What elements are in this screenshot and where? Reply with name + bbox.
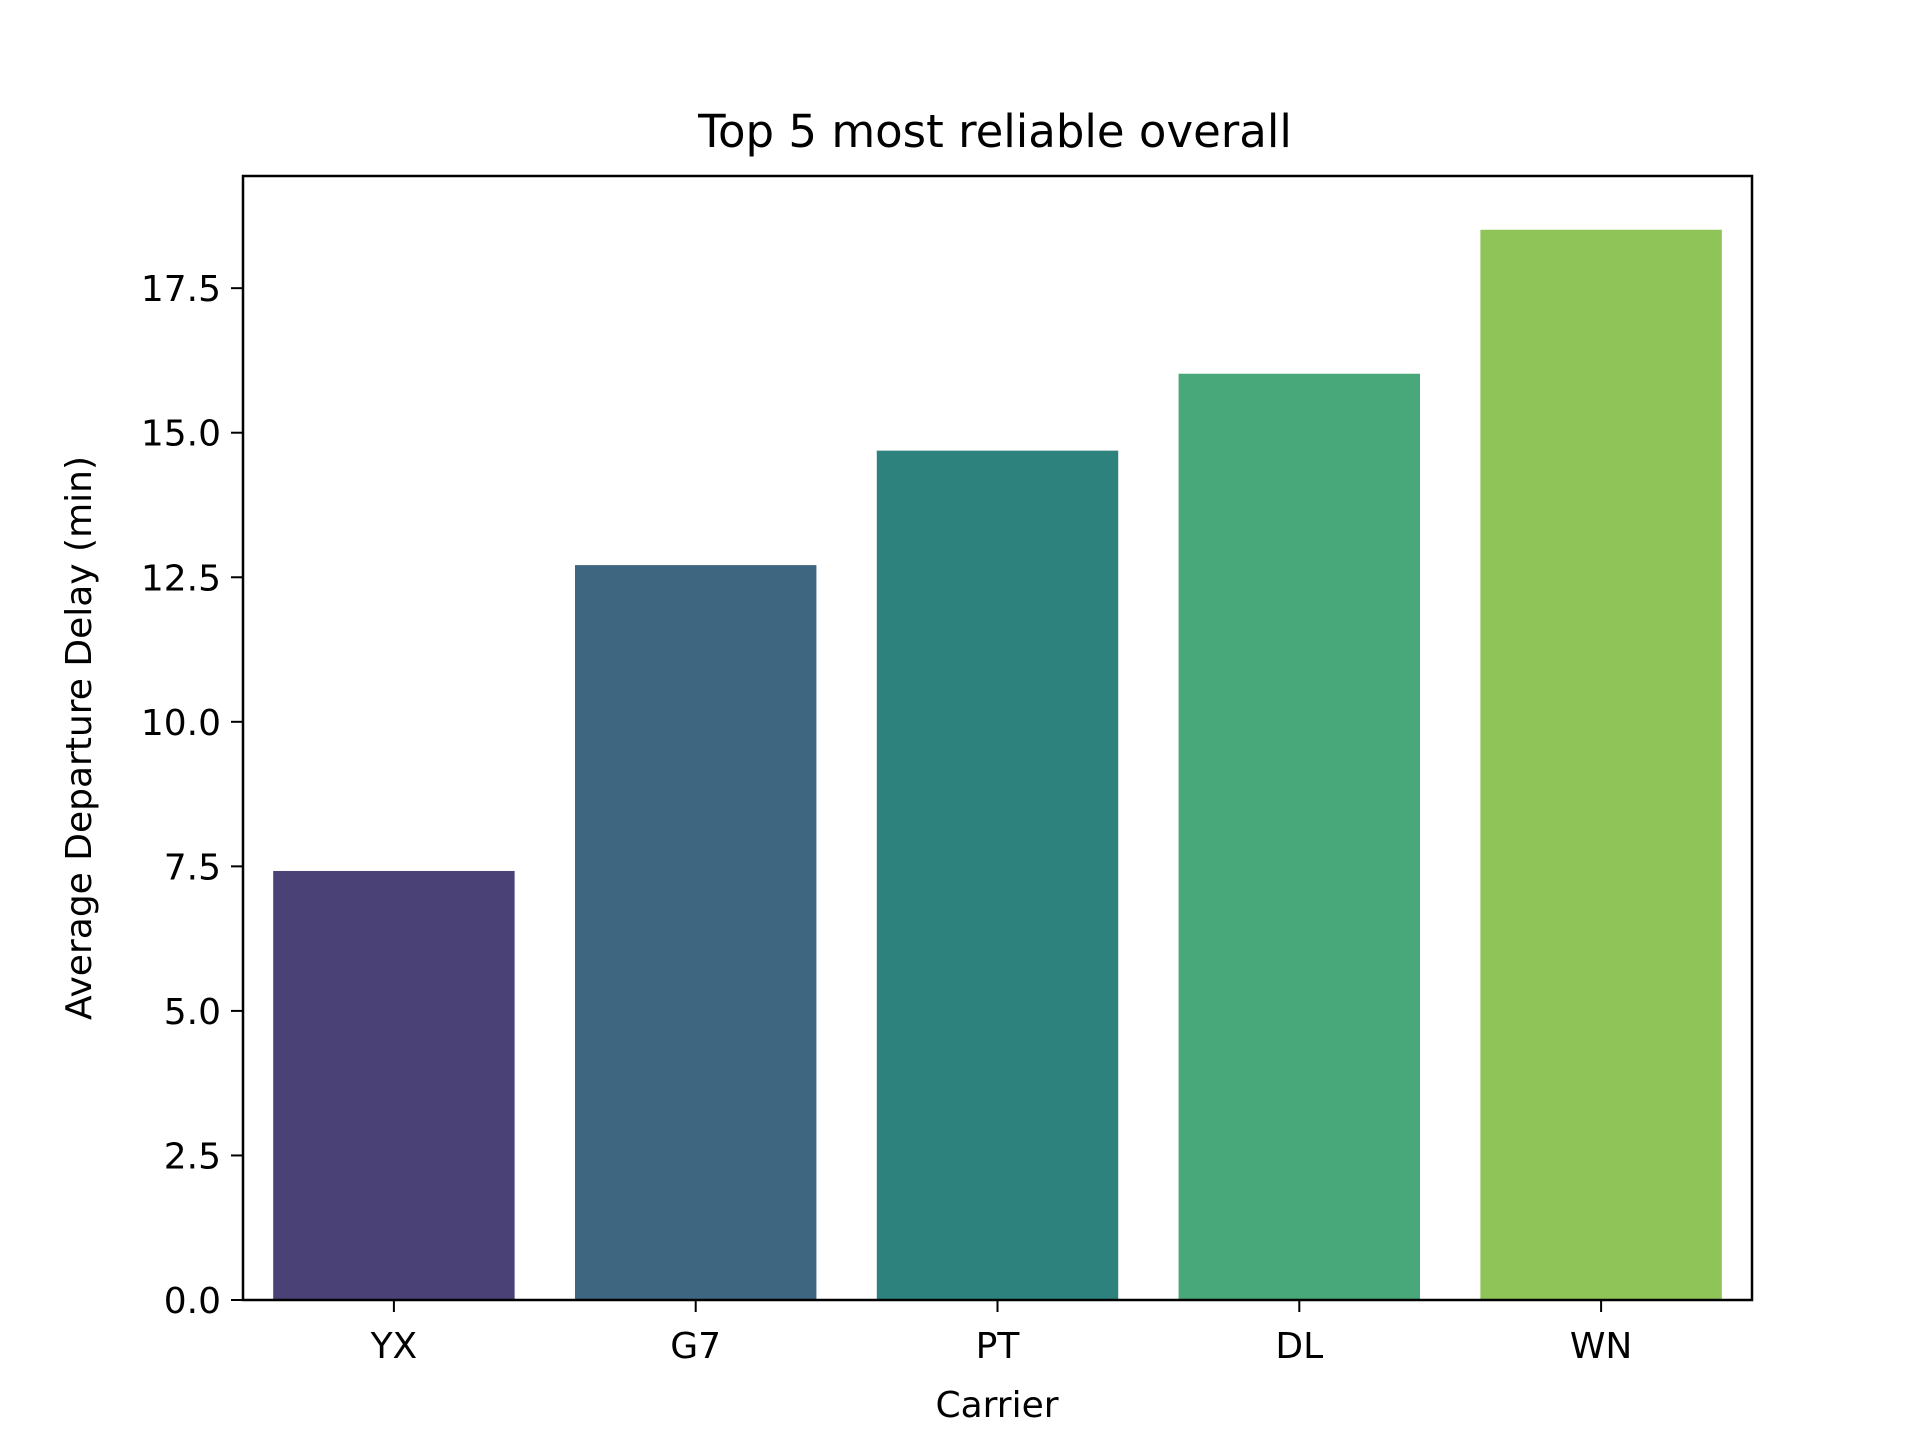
y-axis-label: Average Departure Delay (min) — [59, 456, 100, 1020]
y-tick-label: 0.0 — [164, 1281, 221, 1322]
y-tick-label: 2.5 — [164, 1136, 221, 1177]
y-axis: 0.0 2.5 5.0 7.5 10.0 12.5 15.0 17.5 — [141, 269, 243, 1322]
x-tick-label-yx: YX — [370, 1326, 418, 1367]
x-tick-label-dl: DL — [1275, 1326, 1323, 1367]
bar-wn — [1480, 229, 1722, 1300]
x-tick-label-pt: PT — [976, 1326, 1021, 1367]
x-axis: YX G7 PT DL WN — [370, 1300, 1633, 1367]
y-tick-label: 17.5 — [141, 269, 221, 310]
bar-pt — [876, 450, 1119, 1300]
x-tick-label-wn: WN — [1570, 1326, 1633, 1367]
bar-dl — [1178, 373, 1421, 1300]
bar-yx — [273, 870, 515, 1300]
x-axis-label: Carrier — [935, 1385, 1058, 1426]
y-tick-label: 12.5 — [141, 558, 221, 599]
x-tick-label-g7: G7 — [670, 1326, 721, 1367]
y-tick-label: 5.0 — [164, 992, 221, 1033]
y-tick-label: 7.5 — [164, 847, 221, 888]
chart-title: Top 5 most reliable overall — [697, 105, 1292, 158]
plot-frame — [241, 174, 1754, 1302]
plot-area — [273, 229, 1722, 1300]
bar-g7 — [574, 565, 817, 1300]
y-tick-label: 15.0 — [141, 414, 221, 455]
y-tick-label: 10.0 — [141, 703, 221, 744]
